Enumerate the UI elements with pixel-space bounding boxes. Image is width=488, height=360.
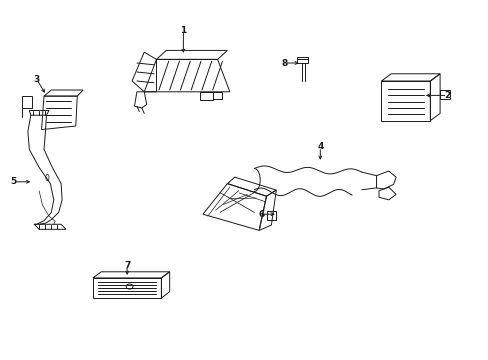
Text: 1: 1 <box>180 26 186 35</box>
Text: 5: 5 <box>11 177 17 186</box>
Text: 6: 6 <box>258 210 264 219</box>
Text: 7: 7 <box>123 261 130 270</box>
Text: 0: 0 <box>45 174 50 183</box>
Text: 3: 3 <box>34 75 40 84</box>
Text: 2: 2 <box>444 91 449 100</box>
Text: 8: 8 <box>281 58 287 68</box>
Text: 4: 4 <box>316 143 323 152</box>
